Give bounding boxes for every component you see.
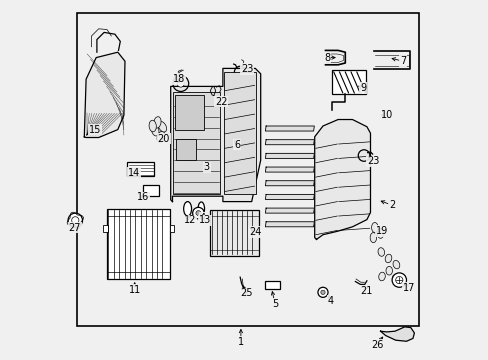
Circle shape	[391, 273, 406, 287]
Circle shape	[234, 66, 245, 78]
Bar	[107, 209, 170, 279]
Text: 11: 11	[128, 285, 141, 295]
Text: 19: 19	[375, 226, 387, 236]
Text: 13: 13	[198, 215, 211, 225]
Circle shape	[320, 290, 325, 294]
Text: 27: 27	[68, 222, 81, 233]
Text: 17: 17	[403, 283, 415, 293]
Text: 16: 16	[137, 192, 149, 202]
Polygon shape	[265, 140, 314, 145]
Ellipse shape	[392, 260, 399, 269]
Ellipse shape	[149, 120, 156, 132]
Bar	[173, 92, 220, 194]
Text: 3: 3	[203, 162, 209, 172]
Text: 2: 2	[388, 200, 394, 210]
Ellipse shape	[369, 233, 376, 243]
Circle shape	[72, 217, 79, 224]
Circle shape	[395, 276, 402, 284]
Ellipse shape	[378, 272, 385, 281]
Ellipse shape	[391, 275, 398, 283]
Bar	[223, 72, 256, 194]
Text: 9: 9	[360, 83, 366, 93]
Circle shape	[317, 287, 327, 297]
Polygon shape	[380, 327, 413, 341]
Bar	[170, 225, 173, 232]
Ellipse shape	[371, 222, 377, 233]
Polygon shape	[265, 126, 314, 131]
Polygon shape	[84, 52, 125, 138]
Bar	[142, 185, 159, 196]
Text: 4: 4	[327, 296, 333, 306]
Text: 5: 5	[271, 299, 278, 309]
Polygon shape	[314, 120, 370, 239]
Bar	[103, 225, 107, 232]
Polygon shape	[265, 167, 314, 172]
Text: 4: 4	[200, 213, 206, 223]
Text: 1: 1	[237, 337, 244, 347]
Polygon shape	[210, 86, 215, 95]
Circle shape	[358, 150, 369, 161]
Polygon shape	[265, 208, 314, 213]
Bar	[331, 70, 365, 94]
Circle shape	[196, 211, 201, 216]
Text: 24: 24	[248, 227, 261, 237]
Ellipse shape	[385, 254, 391, 263]
Text: 26: 26	[370, 340, 383, 350]
Circle shape	[68, 213, 82, 228]
Bar	[127, 162, 154, 176]
Bar	[77, 13, 418, 326]
Bar	[176, 139, 196, 160]
Bar	[265, 281, 279, 289]
Polygon shape	[170, 68, 260, 202]
Text: 6: 6	[234, 140, 240, 150]
Polygon shape	[265, 181, 314, 186]
Circle shape	[172, 76, 188, 91]
Text: 22: 22	[214, 96, 227, 107]
Text: 20: 20	[157, 134, 170, 144]
Text: 23: 23	[366, 156, 379, 166]
Text: 14: 14	[127, 168, 140, 178]
Ellipse shape	[183, 202, 191, 216]
Ellipse shape	[157, 131, 164, 142]
Ellipse shape	[151, 125, 159, 136]
Text: 23: 23	[241, 64, 253, 74]
Text: 8: 8	[324, 53, 330, 63]
Bar	[210, 210, 258, 256]
Ellipse shape	[153, 117, 161, 128]
Text: 25: 25	[240, 288, 252, 298]
Polygon shape	[265, 222, 314, 227]
Text: 15: 15	[89, 125, 102, 135]
Ellipse shape	[377, 248, 384, 256]
Circle shape	[192, 207, 204, 219]
Ellipse shape	[198, 202, 204, 216]
Text: 21: 21	[360, 286, 372, 296]
Circle shape	[177, 80, 184, 87]
Polygon shape	[265, 153, 314, 158]
Polygon shape	[265, 194, 314, 199]
Ellipse shape	[385, 266, 392, 275]
Text: 12: 12	[184, 215, 196, 225]
Text: 7: 7	[399, 56, 405, 66]
Ellipse shape	[377, 228, 383, 238]
Ellipse shape	[158, 121, 166, 132]
Text: 18: 18	[172, 74, 185, 84]
Bar	[175, 95, 204, 130]
Text: 10: 10	[380, 110, 392, 120]
